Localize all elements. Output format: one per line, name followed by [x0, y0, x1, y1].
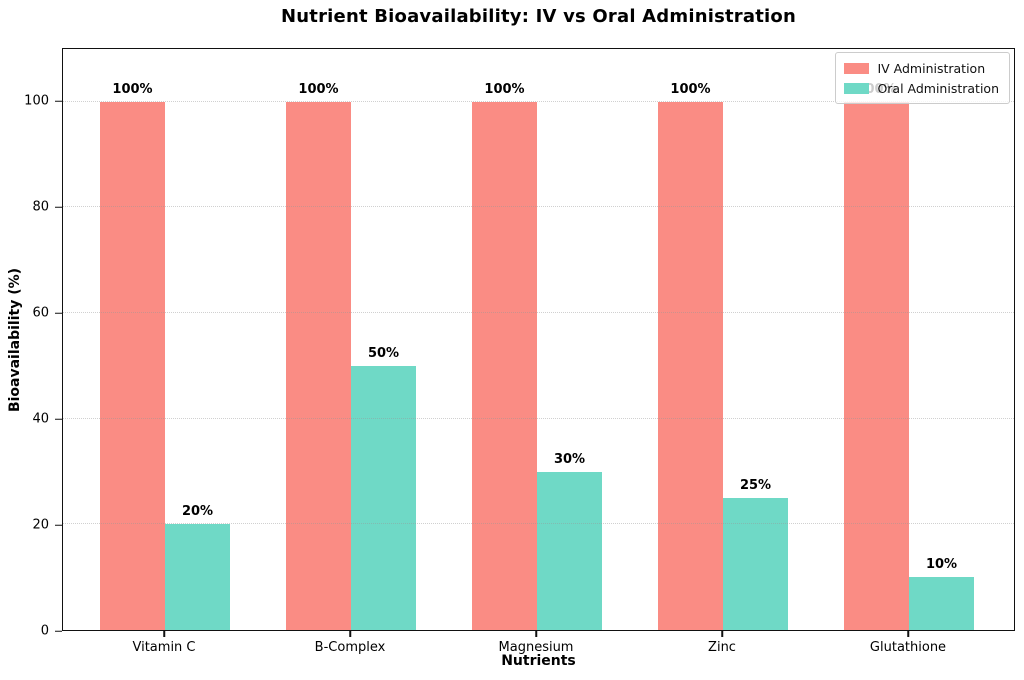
gridline-20 [63, 523, 1014, 525]
y-tick-label-80: 80 [32, 199, 49, 215]
bar-iv-administration-b-complex [286, 101, 351, 630]
y-tick-label-40: 40 [32, 411, 49, 427]
gridline-100 [63, 100, 1014, 102]
legend: IV Administration Oral Administration [835, 52, 1010, 104]
bar-value-label-oral-administration-vitamin-c: 20% [181, 504, 214, 520]
x-axis-tick [907, 631, 909, 637]
bar-value-label-iv-administration-vitamin-c: 100% [112, 81, 153, 97]
bar-oral-administration-zinc [723, 497, 788, 630]
chart-title: Nutrient Bioavailability: IV vs Oral Adm… [281, 6, 796, 27]
x-axis: Vitamin C B-Complex Magnesium Zinc Glutathio… [62, 631, 1015, 657]
y-axis-tick [55, 312, 62, 314]
gridline-40 [63, 417, 1014, 419]
y-tick-label-0: 0 [40, 623, 49, 639]
x-tick-label-vitamin-c: Vitamin C [132, 640, 196, 655]
bar-iv-administration-vitamin-c [100, 101, 165, 630]
y-axis-tick [55, 630, 62, 632]
bar-value-label-oral-administration-zinc: 25% [739, 477, 772, 493]
x-tick-label-zinc: Zinc [708, 640, 736, 655]
bar-value-label-iv-administration-magnesium: 100% [484, 81, 525, 97]
gridline-60 [63, 312, 1014, 314]
bar-iv-administration-magnesium [472, 101, 537, 630]
bar-value-label-iv-administration-zinc: 100% [670, 81, 711, 97]
x-axis-tick [349, 631, 351, 637]
x-tick-label-b-complex: B-Complex [314, 640, 386, 655]
x-axis-tick [163, 631, 165, 637]
legend-label-oral-administration: Oral Administration [877, 80, 999, 96]
plot-area: IV Administration Oral Administration 100… [62, 48, 1015, 631]
bar-value-label-oral-administration-magnesium: 30% [553, 451, 586, 467]
bar-oral-administration-magnesium [537, 471, 602, 630]
x-axis-title: Nutrients [501, 653, 576, 669]
y-tick-label-60: 60 [32, 305, 49, 321]
bar-oral-administration-glutathione [909, 577, 974, 630]
bar-iv-administration-glutathione [844, 101, 909, 630]
y-axis-tick [55, 418, 62, 420]
y-tick-label-20: 20 [32, 517, 49, 533]
gridline-80 [63, 206, 1014, 208]
legend-label-iv-administration: IV Administration [877, 60, 986, 76]
bar-oral-administration-vitamin-c [165, 524, 230, 630]
bar-iv-administration-zinc [658, 101, 723, 630]
bar-value-label-oral-administration-glutathione: 10% [925, 557, 958, 573]
y-axis-tick [55, 100, 62, 102]
x-tick-label-glutathione: Glutathione [869, 640, 947, 655]
bar-value-label-oral-administration-b-complex: 50% [367, 345, 400, 361]
x-axis-tick [535, 631, 537, 637]
legend-item-iv-administration: IV Administration [844, 58, 999, 78]
y-axis: 0 20 40 60 80 100 [0, 48, 62, 639]
y-axis-tick [55, 524, 62, 526]
x-axis-tick [721, 631, 723, 637]
y-axis-tick [55, 206, 62, 208]
legend-item-oral-administration: Oral Administration [844, 78, 999, 98]
legend-swatch-oral-administration [844, 82, 870, 94]
bar-oral-administration-b-complex [351, 365, 416, 630]
x-tick-label-magnesium: Magnesium [498, 640, 574, 655]
y-tick-label-100: 100 [24, 93, 49, 109]
legend-swatch-iv-administration [844, 62, 870, 74]
bar-value-label-iv-administration-b-complex: 100% [298, 81, 339, 97]
